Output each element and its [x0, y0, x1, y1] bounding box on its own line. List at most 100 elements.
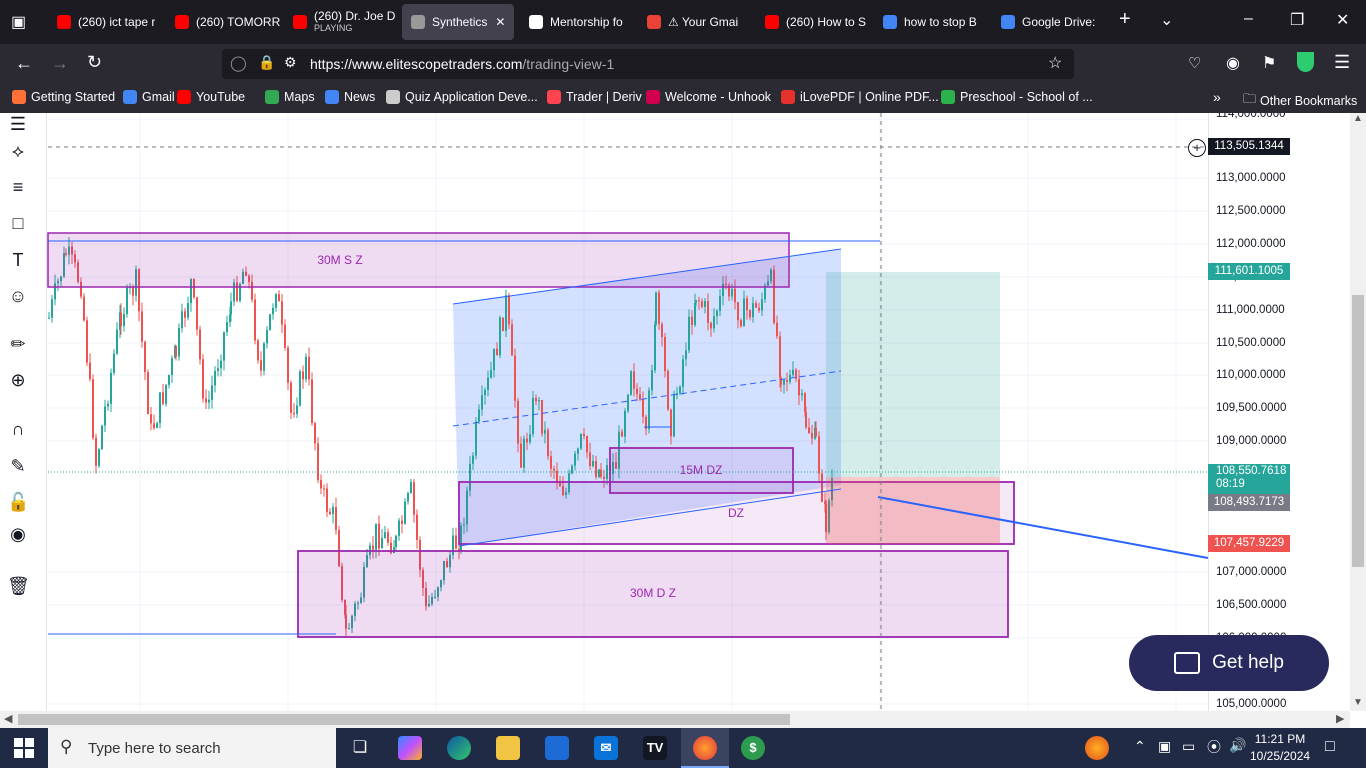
- trend-line-projection[interactable]: [877, 496, 1209, 559]
- scroll-right-icon[interactable]: ▶: [1336, 713, 1345, 725]
- bookmark-7[interactable]: Trader | Deriv: [547, 90, 642, 104]
- tab-4[interactable]: Synthetics ✕: [402, 4, 514, 40]
- vertical-scroll-thumb[interactable]: [1352, 295, 1364, 567]
- other-bookmarks[interactable]: 🗀 Other Bookmarks: [1243, 90, 1357, 112]
- bookmark-6[interactable]: Quiz Application Deve...: [386, 90, 538, 104]
- back-button[interactable]: ←: [15, 53, 33, 73]
- tradingview-app-icon[interactable]: TV: [643, 736, 667, 760]
- zoom-in-icon[interactable]: ⊕: [10, 370, 26, 390]
- lock-drawings-icon[interactable]: 🔓: [7, 492, 30, 512]
- task-view-icon[interactable]: ❏: [352, 739, 368, 756]
- new-tab-button[interactable]: +: [1119, 8, 1131, 30]
- store-icon[interactable]: [545, 736, 569, 760]
- tab-2[interactable]: (260) TOMORR: [166, 4, 284, 40]
- tray-chevron-icon[interactable]: ⌃: [1134, 738, 1146, 754]
- candle-body: [589, 452, 591, 467]
- copilot-icon[interactable]: [398, 736, 422, 760]
- drawing-mode-icon[interactable]: ✎: [10, 456, 26, 476]
- scroll-up-icon[interactable]: ▲: [1353, 113, 1363, 124]
- price-chart[interactable]: 30M S Z 15M DZ DZ 30M D Z: [0, 113, 1350, 711]
- tab-8[interactable]: how to stop B: [874, 4, 992, 40]
- windows-start-icon[interactable]: [14, 738, 34, 758]
- menu-icon[interactable]: ☰: [1334, 52, 1351, 72]
- battery-icon[interactable]: ▭: [1182, 738, 1196, 754]
- more-bookmarks-icon[interactable]: »: [1213, 89, 1221, 105]
- text-tool-icon[interactable]: T: [12, 250, 24, 270]
- candle-body: [487, 377, 489, 390]
- account-icon[interactable]: ◉: [1226, 55, 1240, 72]
- bookmark-star-icon[interactable]: ☆: [1048, 55, 1063, 72]
- bookmark-10[interactable]: Preschool - School of ...: [941, 90, 1093, 104]
- restore-button[interactable]: ❐: [1290, 12, 1305, 29]
- bookmark-4[interactable]: Maps: [265, 90, 315, 104]
- emoji-tool-icon[interactable]: ☺: [8, 286, 28, 306]
- chevron-down-icon[interactable]: ⌄: [1160, 12, 1174, 29]
- bookmark-2[interactable]: Gmail: [123, 90, 175, 104]
- bookmark-1[interactable]: Getting Started: [12, 90, 115, 104]
- supply-zone-30m[interactable]: [47, 232, 790, 288]
- permissions-icon[interactable]: ⚙: [284, 54, 297, 70]
- shield-icon[interactable]: ◯: [230, 55, 247, 72]
- demand-zone-15m[interactable]: [609, 447, 794, 494]
- price-axis[interactable]: [1208, 113, 1299, 711]
- horizontal-scroll-thumb[interactable]: [18, 714, 790, 725]
- edge-icon[interactable]: [447, 736, 471, 760]
- tab-1[interactable]: (260) ict tape r: [48, 4, 166, 40]
- pattern-tool-icon[interactable]: ⟡: [12, 141, 24, 161]
- tab-3[interactable]: (260) Dr. Joe D PLAYING: [284, 4, 402, 40]
- volume-icon[interactable]: 🔊: [1229, 737, 1247, 753]
- fib-tool-icon[interactable]: ≡: [12, 177, 24, 197]
- ruler-icon[interactable]: ✏: [10, 334, 26, 354]
- candle-body: [51, 299, 53, 318]
- app-icon[interactable]: $: [741, 736, 765, 760]
- eye-icon[interactable]: ◉: [10, 524, 26, 544]
- address-bar[interactable]: ◯ 🔒 ⚙ https://www.elitescopetraders.com/…: [222, 49, 1074, 79]
- add-alert-icon[interactable]: +: [1188, 139, 1206, 157]
- bookmark-9[interactable]: iLovePDF | Online PDF...: [781, 90, 939, 104]
- shapes-tool-icon[interactable]: □: [12, 213, 24, 233]
- pocket-icon[interactable]: ♡: [1188, 55, 1202, 72]
- bookmark-8[interactable]: Welcome - Unhook: [646, 90, 771, 104]
- file-explorer-icon[interactable]: [496, 736, 520, 760]
- firefox-active-task[interactable]: [681, 728, 729, 768]
- taskbar-search[interactable]: ⚲ Type here to search: [48, 728, 336, 768]
- close-window-button[interactable]: ✕: [1336, 12, 1350, 29]
- trash-icon[interactable]: 🗑: [7, 576, 30, 596]
- close-tab-icon[interactable]: ✕: [495, 15, 506, 29]
- minimize-button[interactable]: –: [1244, 10, 1253, 27]
- mail-icon[interactable]: ✉: [594, 736, 618, 760]
- url-text[interactable]: https://www.elitescopetraders.com/tradin…: [310, 56, 615, 72]
- weather-icon[interactable]: [1085, 736, 1109, 760]
- get-help-button[interactable]: Get help: [1129, 635, 1329, 691]
- tab-list-icon[interactable]: ▣: [11, 14, 27, 31]
- extensions-icon[interactable]: ⚑: [1262, 55, 1277, 72]
- tab-9[interactable]: Google Drive:: [992, 4, 1110, 40]
- horizontal-scrollbar[interactable]: ◀ ▶: [0, 711, 1350, 728]
- wifi-icon[interactable]: ⦿: [1207, 739, 1221, 755]
- tab-5[interactable]: Mentorship fo: [520, 4, 638, 40]
- magnet-icon[interactable]: ∩: [11, 419, 25, 439]
- notifications-icon[interactable]: □: [1325, 738, 1335, 755]
- position-target-area[interactable]: [826, 272, 1000, 477]
- meet-icon[interactable]: ▣: [1158, 738, 1172, 754]
- lock-icon[interactable]: 🔒: [258, 54, 276, 70]
- menu-lines-icon[interactable]: ☰: [9, 114, 27, 134]
- position-stop-area[interactable]: [826, 477, 1000, 544]
- bookmark-3[interactable]: YouTube: [177, 90, 245, 104]
- demand-zone-30m[interactable]: [297, 550, 1009, 638]
- channel-upper-line[interactable]: [452, 248, 842, 305]
- candle-body: [242, 271, 244, 284]
- clock[interactable]: 11:21 PM 10/25/2024: [1250, 731, 1310, 765]
- demand-zone[interactable]: [458, 481, 1015, 545]
- vpn-shield-icon[interactable]: [1297, 52, 1314, 72]
- scroll-down-icon[interactable]: ▼: [1353, 697, 1363, 708]
- scroll-left-icon[interactable]: ◀: [4, 713, 13, 725]
- channel-mid-line[interactable]: [452, 370, 842, 427]
- bookmark-5[interactable]: News: [325, 90, 375, 104]
- vertical-scrollbar[interactable]: ▲ ▼: [1350, 113, 1366, 711]
- channel-lower-line[interactable]: [458, 488, 842, 547]
- forward-button[interactable]: →: [51, 53, 69, 73]
- tab-6[interactable]: ⚠ Your Gmai: [638, 4, 756, 40]
- tab-7[interactable]: (260) How to S: [756, 4, 874, 40]
- reload-button[interactable]: ↻: [87, 52, 103, 72]
